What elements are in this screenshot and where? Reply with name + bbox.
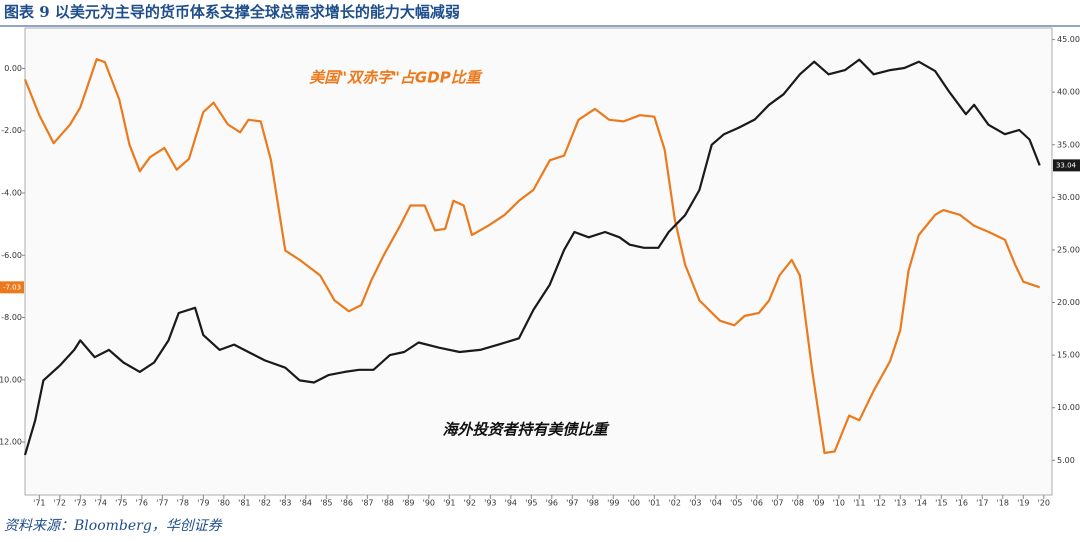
x-tick-label: '89: [402, 499, 414, 508]
y2-tick-label: 10.00: [1057, 403, 1080, 412]
x-tick-label: '96: [546, 499, 558, 508]
x-tick-label: '20: [1038, 499, 1050, 508]
y-tick-label: -2.00: [1, 126, 22, 135]
x-tick-label: '97: [566, 499, 578, 508]
series-label: 海外投资者持有美债比重: [442, 421, 610, 439]
x-tick-label: '79: [197, 499, 209, 508]
last-value-box: [1053, 159, 1080, 172]
y-tick-label: -12.00: [0, 438, 22, 447]
source-note: 资料来源：Bloomberg，华创证券: [4, 518, 223, 534]
y-tick-label: 0.00: [4, 64, 22, 73]
x-tick-label: '74: [95, 499, 107, 508]
x-tick-label: '06: [751, 499, 763, 508]
x-tick-label: '71: [33, 499, 45, 508]
x-tick-label: '75: [115, 499, 127, 508]
x-tick-label: '16: [956, 499, 968, 508]
x-tick-label: '99: [607, 499, 619, 508]
last-value-label: 33.04: [1056, 161, 1077, 169]
x-tick-label: '15: [935, 499, 947, 508]
x-tick-label: '94: [505, 499, 517, 508]
y2-tick-label: 30.00: [1057, 193, 1080, 202]
x-tick-label: '84: [300, 499, 312, 508]
plot-area: [24, 27, 1053, 496]
x-tick-label: '76: [136, 499, 148, 508]
x-tick-label: '04: [710, 499, 722, 508]
y-tick-label: -6.00: [1, 251, 22, 260]
x-tick-label: '17: [976, 499, 988, 508]
x-tick-label: '77: [156, 499, 168, 508]
x-tick-label: '91: [443, 499, 455, 508]
x-tick-label: '80: [218, 499, 230, 508]
last-value-box: [0, 281, 24, 294]
x-tick-label: '92: [464, 499, 476, 508]
x-tick-label: '09: [812, 499, 824, 508]
series-line: [23, 58, 1041, 456]
x-tick-label: '02: [669, 499, 681, 508]
x-tick-label: '72: [54, 499, 66, 508]
y2-tick-label: 35.00: [1057, 140, 1080, 149]
x-tick-label: '95: [525, 499, 537, 508]
x-tick-label: '90: [423, 499, 435, 508]
x-tick-label: '01: [648, 499, 660, 508]
x-tick-label: '14: [915, 499, 927, 508]
x-tick-label: '18: [997, 499, 1009, 508]
x-tick-label: '73: [74, 499, 86, 508]
x-tick-label: '11: [853, 499, 865, 508]
y2-tick-label: 45.00: [1057, 35, 1080, 44]
x-tick-label: '12: [874, 499, 886, 508]
x-tick-label: '78: [177, 499, 189, 508]
series-line: [23, 58, 1041, 455]
last-value-label: -7.03: [3, 283, 21, 291]
x-tick-label: '00: [628, 499, 640, 508]
x-tick-label: '86: [341, 499, 353, 508]
y2-tick-label: 5.00: [1057, 456, 1075, 465]
x-tick-label: '93: [484, 499, 496, 508]
x-tick-label: '13: [894, 499, 906, 508]
x-tick-label: '10: [833, 499, 845, 508]
x-tick-label: '08: [792, 499, 804, 508]
chart-title: 图表 9 以美元为主导的货币体系支撑全球总需求增长的能力大幅减弱: [4, 3, 460, 21]
y2-tick-label: 15.00: [1057, 351, 1080, 360]
y-tick-label: -10.00: [0, 375, 22, 384]
x-tick-label: '05: [730, 499, 742, 508]
y-tick-label: -4.00: [1, 189, 22, 198]
x-tick-label: '88: [382, 499, 394, 508]
x-tick-label: '07: [771, 499, 783, 508]
x-tick-label: '19: [1017, 499, 1029, 508]
x-tick-label: '82: [259, 499, 271, 508]
y-tick-label: -8.00: [1, 313, 22, 322]
x-tick-label: '81: [238, 499, 250, 508]
x-tick-label: '85: [320, 499, 332, 508]
x-tick-label: '83: [279, 499, 291, 508]
y2-tick-label: 40.00: [1057, 88, 1080, 97]
x-tick-label: '87: [361, 499, 373, 508]
series-label: 美国"双赤字"占GDP比重: [309, 69, 483, 87]
x-tick-label: '98: [587, 499, 599, 508]
x-tick-label: '03: [689, 499, 701, 508]
y2-tick-label: 25.00: [1057, 245, 1080, 254]
y2-tick-label: 20.00: [1057, 298, 1080, 307]
